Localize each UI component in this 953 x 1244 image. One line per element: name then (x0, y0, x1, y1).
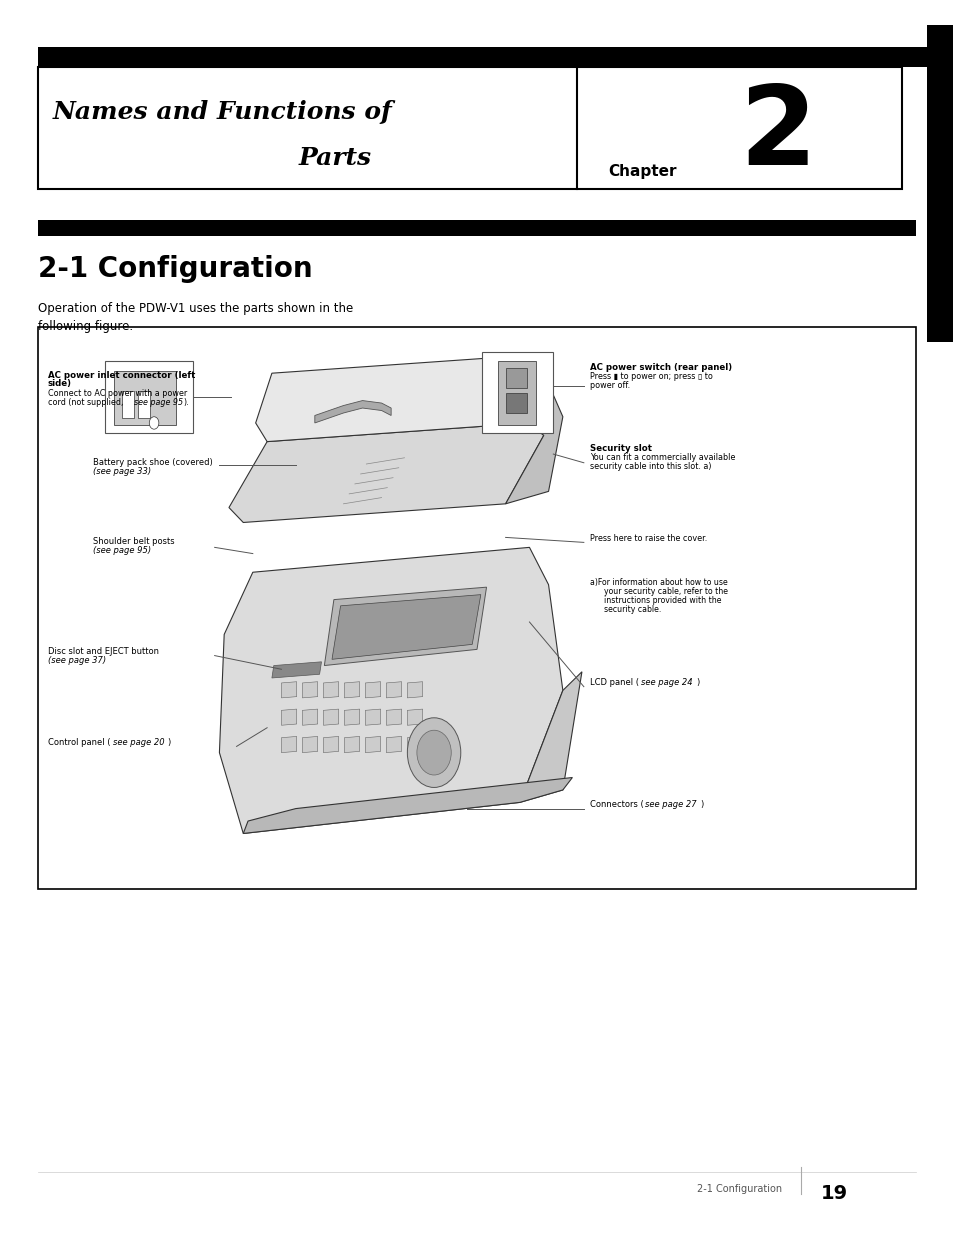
Text: Press ▮ to power on; press ▯ to: Press ▮ to power on; press ▯ to (589, 372, 712, 381)
Text: Chapter: Chapter (608, 164, 677, 179)
Polygon shape (229, 423, 543, 522)
Polygon shape (314, 401, 391, 423)
Text: ): ) (700, 800, 702, 809)
Bar (505, 393, 526, 413)
Text: Security slot: Security slot (589, 444, 651, 453)
Polygon shape (302, 682, 317, 698)
Text: a)For information about how to use: a)For information about how to use (589, 578, 726, 587)
Circle shape (149, 417, 158, 429)
Text: see page 24: see page 24 (640, 678, 692, 687)
Text: AC power switch (rear panel): AC power switch (rear panel) (589, 363, 731, 372)
Bar (38, 327, 915, 889)
Text: side): side) (48, 379, 71, 388)
Polygon shape (272, 662, 321, 678)
Polygon shape (332, 595, 480, 659)
Polygon shape (407, 682, 422, 698)
Bar (481, 352, 553, 433)
Polygon shape (281, 709, 296, 725)
Bar (505, 368, 526, 388)
Text: Battery pack shoe (covered): Battery pack shoe (covered) (93, 458, 213, 466)
Text: security cable into this slot. a): security cable into this slot. a) (589, 462, 710, 470)
Circle shape (416, 730, 451, 775)
Bar (926, 25, 953, 342)
Text: (see page 95): (see page 95) (93, 546, 152, 555)
Text: ): ) (167, 738, 170, 746)
Text: ): ) (696, 678, 699, 687)
Polygon shape (281, 682, 296, 698)
Polygon shape (281, 736, 296, 753)
Polygon shape (407, 709, 422, 725)
Polygon shape (386, 736, 401, 753)
Polygon shape (323, 709, 338, 725)
Bar (138, 391, 150, 418)
Text: You can fit a commercially available: You can fit a commercially available (589, 453, 734, 462)
Polygon shape (519, 672, 581, 802)
Polygon shape (324, 587, 486, 666)
Text: Shoulder belt posts: Shoulder belt posts (93, 537, 175, 546)
Circle shape (407, 718, 460, 787)
Bar (38, 67, 901, 189)
Bar (38, 220, 915, 236)
Polygon shape (386, 709, 401, 725)
Text: power off.: power off. (589, 381, 629, 389)
Text: your security cable, refer to the: your security cable, refer to the (603, 587, 727, 596)
Polygon shape (344, 682, 359, 698)
Text: (see page 37): (see page 37) (48, 656, 106, 664)
Polygon shape (365, 682, 380, 698)
Bar (497, 361, 536, 425)
Polygon shape (302, 736, 317, 753)
Polygon shape (323, 736, 338, 753)
Polygon shape (365, 709, 380, 725)
Polygon shape (386, 682, 401, 698)
Polygon shape (302, 709, 317, 725)
Text: security cable.: security cable. (603, 605, 660, 613)
Text: instructions provided with the: instructions provided with the (603, 596, 720, 605)
Text: LCD panel (: LCD panel ( (589, 678, 638, 687)
Bar (105, 361, 193, 433)
Polygon shape (407, 736, 422, 753)
Bar (114, 371, 176, 425)
Text: ).: ). (183, 398, 189, 407)
Text: see page 27: see page 27 (644, 800, 696, 809)
Text: 19: 19 (820, 1184, 846, 1203)
Polygon shape (255, 355, 543, 442)
Text: cord (not supplied,: cord (not supplied, (48, 398, 126, 407)
Text: Press here to raise the cover.: Press here to raise the cover. (589, 534, 706, 542)
Polygon shape (323, 682, 338, 698)
Text: 2: 2 (739, 81, 815, 188)
Text: 2-1 Configuration: 2-1 Configuration (697, 1184, 781, 1194)
Text: AC power inlet connector (left: AC power inlet connector (left (48, 371, 194, 379)
Polygon shape (243, 778, 572, 833)
Bar (38, 47, 926, 67)
Text: Control panel (: Control panel ( (48, 738, 111, 746)
Text: Connect to AC power with a power: Connect to AC power with a power (48, 389, 187, 398)
Text: Names and Functions of: Names and Functions of (52, 100, 392, 124)
Text: Parts: Parts (298, 146, 372, 170)
Polygon shape (344, 736, 359, 753)
Polygon shape (344, 709, 359, 725)
Bar (122, 391, 133, 418)
Text: see page 20: see page 20 (112, 738, 164, 746)
Text: (see page 33): (see page 33) (93, 466, 152, 475)
Text: see page 95: see page 95 (133, 398, 182, 407)
Polygon shape (505, 355, 562, 504)
Text: Operation of the PDW-V1 uses the parts shown in the
following figure.: Operation of the PDW-V1 uses the parts s… (38, 302, 353, 333)
Text: Disc slot and EJECT button: Disc slot and EJECT button (48, 647, 158, 656)
Text: Connectors (: Connectors ( (589, 800, 642, 809)
Polygon shape (365, 736, 380, 753)
Polygon shape (219, 547, 562, 833)
Text: 2-1 Configuration: 2-1 Configuration (38, 255, 313, 284)
